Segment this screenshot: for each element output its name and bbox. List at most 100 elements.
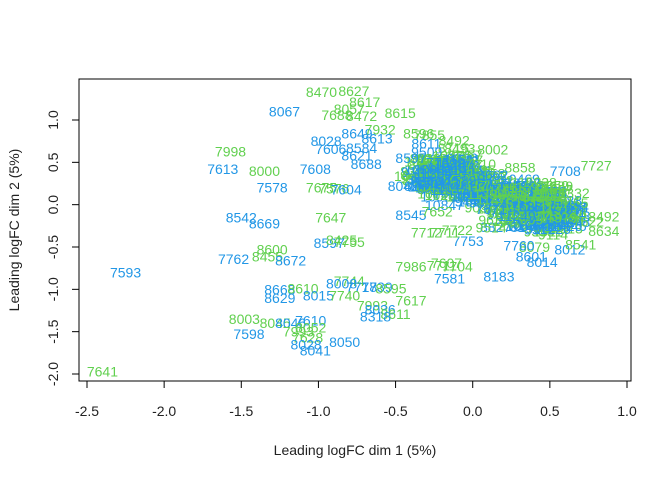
dense-point-label: 8088 <box>545 206 576 222</box>
dense-point-label: 10637 <box>435 173 474 189</box>
dense-point-label: 10256 <box>492 213 531 229</box>
dense-point-label: 10829 <box>419 176 458 192</box>
dense-point-label: 8905 <box>503 197 534 213</box>
dense-point-label: 11220 <box>533 221 571 237</box>
dense-point-label: 8538 <box>437 155 468 171</box>
dense-point-label: 9869 <box>515 180 546 196</box>
dense-point-label: 10562 <box>433 182 472 198</box>
dense-point-label: 9875 <box>534 201 565 217</box>
dense-point-label: 8368 <box>464 169 495 185</box>
dense-point-label: 7972 <box>467 179 498 195</box>
point-label: 8615 <box>385 105 416 121</box>
dense-point-label: 10938 <box>528 193 567 209</box>
dense-point-label: 9267 <box>491 183 522 199</box>
dense-point-label: 9704 <box>442 156 473 172</box>
dense-point-label: 8054 <box>534 185 565 201</box>
dense-point-label: 7853 <box>529 203 560 219</box>
point-label: 7598 <box>233 326 264 342</box>
dense-point-label: 10293 <box>422 167 461 183</box>
dense-point-label: 9178 <box>501 198 532 214</box>
dense-point-label: 11284 <box>415 165 453 181</box>
dense-point-label: 10126 <box>445 179 484 195</box>
dense-point-label: 9017 <box>450 189 481 205</box>
point-label: 7986 <box>395 258 426 274</box>
dense-point-label: 11057 <box>529 197 567 213</box>
dense-point-label: 8679 <box>437 173 468 189</box>
dense-point-label: 10422 <box>447 168 486 184</box>
dense-point-label: 9003 <box>504 207 535 223</box>
dense-point-label: 9938 <box>526 175 557 191</box>
dense-point-label: 10795 <box>478 181 517 197</box>
dense-point-label: 7905 <box>431 176 462 192</box>
dense-point-label: 11455 <box>551 195 589 211</box>
point-label: 7671 <box>476 201 507 217</box>
point-label: 8052 <box>295 319 326 335</box>
dense-point-label: 10702 <box>465 185 504 201</box>
dense-point-label: 8889 <box>512 210 543 226</box>
dense-point-label: 10469 <box>501 171 540 187</box>
x-tick-label: 1.0 <box>617 403 637 419</box>
dense-point-label: 9145 <box>457 186 488 202</box>
dense-point-label: 8573 <box>416 159 447 175</box>
dense-point-label: 10194 <box>463 176 502 192</box>
dense-point-label: 10645 <box>457 193 496 209</box>
point-label: 8672 <box>275 253 306 269</box>
dense-point-label: 9941 <box>538 203 569 219</box>
dense-point-label: 10357 <box>446 189 485 205</box>
point-label: 7711 <box>430 225 460 241</box>
dense-point-label: 11187 <box>519 198 556 214</box>
dense-point-label: 10847 <box>425 197 464 213</box>
dense-point-label: 8188 <box>416 154 447 170</box>
x-tick-label: -1.0 <box>306 403 330 419</box>
point-label: 8545 <box>395 207 426 223</box>
dense-point-label: 9313 <box>533 219 564 235</box>
dense-point-label: 8549 <box>498 202 529 218</box>
dense-point-label: 8155 <box>529 204 560 220</box>
dense-point-label: 10683 <box>503 183 542 199</box>
dense-point-label: 10336 <box>514 199 553 215</box>
point-label: 8611 <box>381 306 411 322</box>
dense-point-label: 11148 <box>553 214 590 230</box>
point-label: 7752 <box>426 154 457 170</box>
dense-point-label: 8299 <box>444 160 475 176</box>
dense-point-label: 9491 <box>417 152 448 168</box>
dense-point-label: 8493 <box>444 141 475 157</box>
point-label: 7581 <box>434 270 465 286</box>
point-label: 8669 <box>249 215 280 231</box>
dense-point-label: 9830 <box>518 196 549 212</box>
point-label: 7576 <box>318 181 349 197</box>
dense-point-label: 11305 <box>414 166 452 182</box>
dense-point-label: 8827 <box>480 219 511 235</box>
dense-point-label: 10511 <box>467 186 505 202</box>
dense-point-label: 10897 <box>469 168 508 184</box>
point-label: 7675 <box>306 180 337 196</box>
dense-point-label: 11510 <box>539 201 577 217</box>
dense-point-label: 8024 <box>436 159 467 175</box>
dense-point-label: 9327 <box>439 172 470 188</box>
point-label: 7613 <box>207 161 238 177</box>
dense-point-label: 9882 <box>453 170 484 186</box>
point-label: 7762 <box>218 251 249 267</box>
dense-point-label: 9794 <box>421 166 452 182</box>
dense-point-label: 8384 <box>412 171 443 187</box>
point-label: 8012 <box>534 187 565 203</box>
dense-point-label: 9556 <box>425 178 456 194</box>
dense-point-label: 10816 <box>548 206 587 222</box>
dense-point-label: 9732 <box>520 185 551 201</box>
y-tick-label: -2.0 <box>45 362 61 386</box>
dense-point-label: 8019 <box>545 209 576 225</box>
dense-point-label: 11045 <box>524 199 562 215</box>
dense-point-label: 10368 <box>529 196 568 212</box>
dense-point-label: 8702 <box>497 175 528 191</box>
dense-point-label: 10229 <box>485 181 524 197</box>
dense-point-label: 10530 <box>438 161 477 177</box>
dense-point-label: 9902 <box>526 220 557 236</box>
point-label: 7727 <box>581 158 612 174</box>
dense-point-label: 8301 <box>529 192 560 208</box>
dense-point-label: 10694 <box>524 195 563 211</box>
dense-point-label: 9107 <box>401 164 432 180</box>
dense-point-label: 10399 <box>447 169 486 185</box>
dense-point-label: 10083 <box>411 168 450 184</box>
dense-point-label: 8314 <box>400 164 431 180</box>
